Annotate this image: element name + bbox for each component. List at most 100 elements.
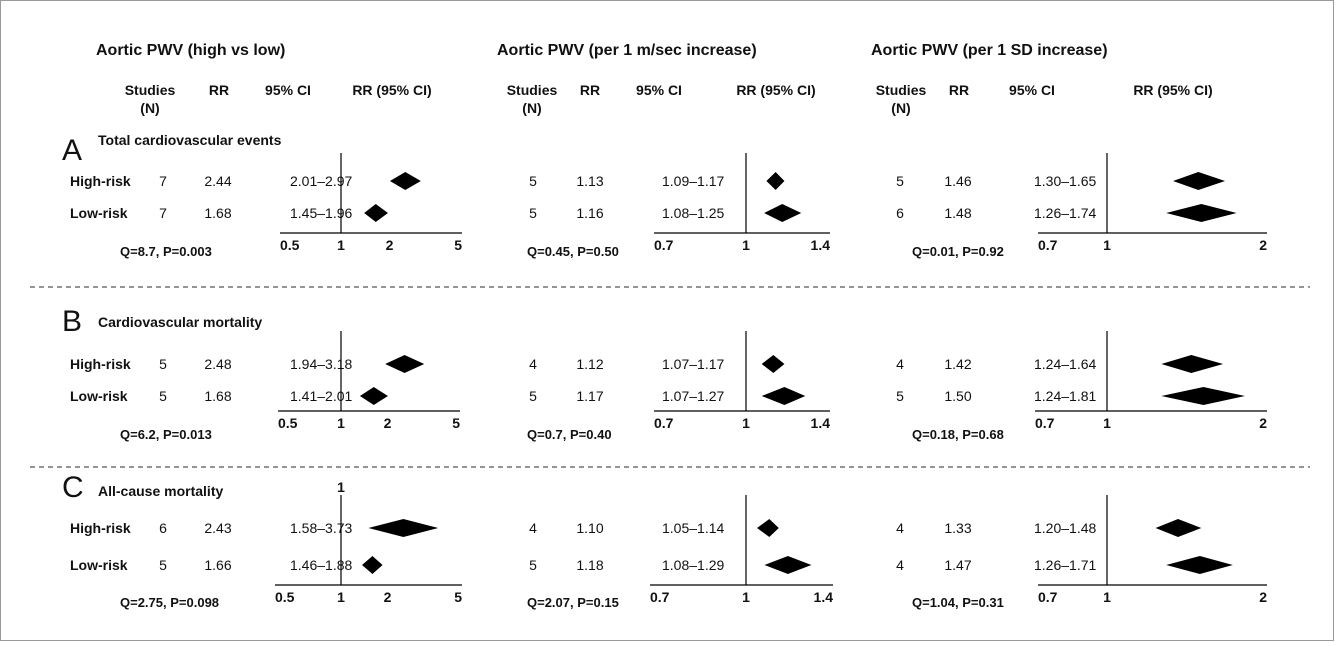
header-studies: Studies xyxy=(125,82,176,98)
header-rr-ci-plot: RR (95% CI) xyxy=(352,82,431,98)
rr-value: 2.48 xyxy=(204,356,231,372)
x-tick-label: 1 xyxy=(1103,415,1111,431)
x-tick-label: 2 xyxy=(1259,237,1267,253)
row-label: High-risk xyxy=(70,173,131,189)
panel-letter: C xyxy=(62,471,84,504)
row-label: High-risk xyxy=(70,520,131,536)
panel-letter: B xyxy=(62,305,82,338)
rr-value: 1.16 xyxy=(576,205,603,221)
header-rr-ci-plot: RR (95% CI) xyxy=(1133,82,1212,98)
panel-letter: A xyxy=(62,134,82,167)
studies-count: 5 xyxy=(896,173,904,189)
header-ci: 95% CI xyxy=(265,82,311,98)
rr-diamond xyxy=(1166,204,1237,222)
rr-value: 1.33 xyxy=(944,520,971,536)
row-label: Low-risk xyxy=(70,205,128,221)
x-tick-label: 1 xyxy=(1103,589,1111,605)
x-tick-label: 2 xyxy=(1259,589,1267,605)
heterogeneity-stat: Q=2.75, P=0.098 xyxy=(120,595,219,610)
ci-range: 1.08–1.29 xyxy=(662,557,724,573)
x-tick-label: 0.7 xyxy=(650,589,670,605)
ci-range: 1.07–1.27 xyxy=(662,388,724,404)
x-tick-label: 0.7 xyxy=(654,237,674,253)
studies-count: 5 xyxy=(159,557,167,573)
ci-range: 1.20–1.48 xyxy=(1034,520,1096,536)
rr-diamond xyxy=(389,172,421,190)
rr-value: 1.17 xyxy=(576,388,603,404)
studies-count: 4 xyxy=(896,520,904,536)
studies-count: 5 xyxy=(529,388,537,404)
rr-value: 1.47 xyxy=(944,557,971,573)
rr-diamond xyxy=(764,204,802,222)
x-tick-label: 1 xyxy=(742,589,750,605)
ci-range: 1.26–1.74 xyxy=(1034,205,1096,221)
ci-range: 1.09–1.17 xyxy=(662,173,724,189)
ci-range: 1.08–1.25 xyxy=(662,205,724,221)
ci-range: 2.01–2.97 xyxy=(290,173,352,189)
studies-count: 7 xyxy=(159,205,167,221)
x-tick-label: 1 xyxy=(337,237,345,253)
rr-value: 1.13 xyxy=(576,173,603,189)
studies-count: 5 xyxy=(896,388,904,404)
ci-range: 1.07–1.17 xyxy=(662,356,724,372)
rr-value: 1.46 xyxy=(944,173,971,189)
header-rr-ci-plot: RR (95% CI) xyxy=(736,82,815,98)
studies-count: 5 xyxy=(529,173,537,189)
header-studies: Studies xyxy=(876,82,927,98)
heterogeneity-stat: Q=0.7, P=0.40 xyxy=(527,427,612,442)
header-studies-sub: (N) xyxy=(891,100,910,116)
header-ci: 95% CI xyxy=(1009,82,1055,98)
x-tick-label: 0.7 xyxy=(654,415,674,431)
x-tick-label: 2 xyxy=(384,589,392,605)
rr-diamond xyxy=(359,387,388,405)
x-tick-label: 2 xyxy=(1259,415,1267,431)
heterogeneity-stat: Q=1.04, P=0.31 xyxy=(912,595,1004,610)
rr-value: 1.48 xyxy=(944,205,971,221)
x-tick-label: 5 xyxy=(454,237,462,253)
x-tick-label: 5 xyxy=(454,589,462,605)
rr-diamond xyxy=(364,204,388,222)
panel-title: Cardiovascular mortality xyxy=(98,314,262,330)
rr-diamond xyxy=(362,556,383,574)
studies-count: 4 xyxy=(529,356,537,372)
rr-diamond xyxy=(761,387,806,405)
rr-value: 1.66 xyxy=(204,557,231,573)
x-tick-label: 1 xyxy=(742,415,750,431)
ci-range: 1.26–1.71 xyxy=(1034,557,1096,573)
ci-range: 1.24–1.64 xyxy=(1034,356,1096,372)
x-tick-label: 1 xyxy=(742,237,750,253)
studies-count: 4 xyxy=(896,356,904,372)
header-studies: Studies xyxy=(507,82,558,98)
header-ci: 95% CI xyxy=(636,82,682,98)
rr-value: 2.43 xyxy=(204,520,231,536)
rr-diamond xyxy=(761,355,785,373)
rr-value: 2.44 xyxy=(204,173,231,189)
rr-diamond xyxy=(1173,172,1226,190)
studies-count: 5 xyxy=(529,205,537,221)
rr-diamond xyxy=(385,355,425,373)
rr-value: 1.68 xyxy=(204,388,231,404)
row-label: Low-risk xyxy=(70,388,128,404)
panel-title: All-cause mortality xyxy=(98,483,223,499)
header-studies-sub: (N) xyxy=(522,100,541,116)
x-tick-label: 1.4 xyxy=(814,589,834,605)
column-title: Aortic PWV (per 1 SD increase) xyxy=(871,42,1108,59)
x-tick-label: 1 xyxy=(1103,237,1111,253)
column-title: Aortic PWV (per 1 m/sec increase) xyxy=(497,42,757,59)
x-tick-label: 1.4 xyxy=(811,237,831,253)
x-tick-label: 0.7 xyxy=(1038,237,1058,253)
rr-diamond xyxy=(1155,519,1202,537)
studies-count: 6 xyxy=(159,520,167,536)
x-tick-label: 2 xyxy=(386,237,394,253)
studies-count: 6 xyxy=(896,205,904,221)
rr-value: 1.18 xyxy=(576,557,603,573)
column-title: Aortic PWV (high vs low) xyxy=(96,42,285,59)
heterogeneity-stat: Q=6.2, P=0.013 xyxy=(120,427,212,442)
heterogeneity-stat: Q=0.01, P=0.92 xyxy=(912,244,1004,259)
rr-diamond xyxy=(764,556,812,574)
heterogeneity-stat: Q=0.18, P=0.68 xyxy=(912,427,1004,442)
row-label: High-risk xyxy=(70,356,131,372)
rr-value: 1.10 xyxy=(576,520,603,536)
